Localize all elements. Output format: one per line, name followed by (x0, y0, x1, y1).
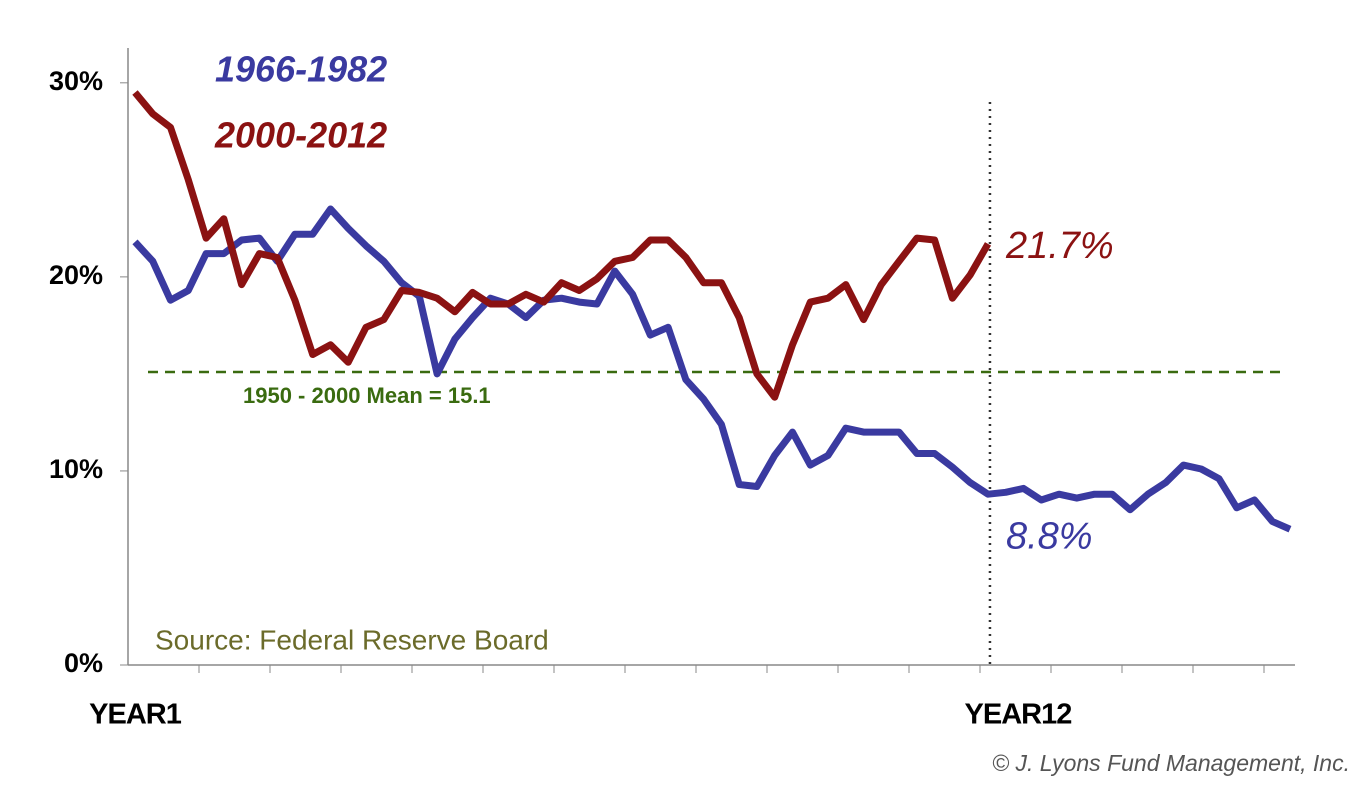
legend-label: 1966-1982 (215, 49, 387, 90)
series-line (132, 205, 1292, 533)
y-tick-label: 0% (64, 648, 103, 678)
y-tick-label: 10% (49, 454, 103, 484)
x-tick-label: YEAR12 (965, 699, 1072, 731)
y-tick-label: 20% (49, 260, 103, 290)
value-label: 21.7% (1005, 225, 1114, 267)
x-tick-label: YEAR1 (89, 699, 182, 731)
series-line (132, 90, 992, 401)
source-note: Source: Federal Reserve Board (155, 624, 549, 655)
y-tick-label: 30% (49, 66, 103, 96)
legend-label: 2000-2012 (214, 115, 387, 156)
value-label: 8.8% (1006, 515, 1093, 557)
mean-label: 1950 - 2000 Mean = 15.1 (243, 383, 491, 408)
copyright: © J. Lyons Fund Management, Inc. (992, 750, 1350, 776)
